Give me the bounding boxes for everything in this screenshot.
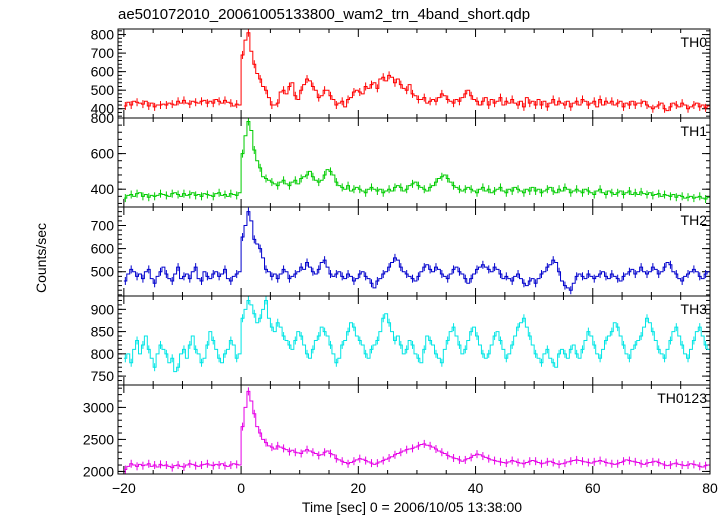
- y-tick-label: 850: [91, 324, 115, 340]
- y-tick-label: 400: [91, 181, 115, 197]
- series-th1: [123, 118, 710, 203]
- x-tick-label: 40: [468, 480, 484, 496]
- step-line: [123, 211, 710, 291]
- panel-th3: 750 800 850 900 TH3: [91, 295, 711, 386]
- x-axis-label: Time [sec] 0 = 2006/10/05 13:38:00: [302, 499, 522, 515]
- y-tick-label: 600: [91, 146, 115, 162]
- step-line: [123, 32, 710, 112]
- y-tick-label: 800: [91, 346, 115, 362]
- x-tick-label: −20: [112, 480, 136, 496]
- step-line: [123, 299, 710, 373]
- y-tick-label: 700: [91, 217, 115, 233]
- x-tick-label: 60: [585, 480, 601, 496]
- panel-th1: 400 600 800 TH1: [91, 110, 711, 208]
- y-tick-label: 3000: [83, 399, 114, 415]
- y-tick-label: 700: [91, 45, 115, 61]
- x-axis: −20 0 20 40 60 80: [112, 480, 718, 496]
- panel-frame: [117, 117, 711, 208]
- x-tick-label: 20: [351, 480, 367, 496]
- panel-label-th1: TH1: [681, 123, 708, 139]
- panel-label-th3: TH3: [681, 301, 708, 317]
- panel-label-th0: TH0: [681, 34, 708, 50]
- y-tick-label: 600: [91, 241, 115, 257]
- y-tick-label: 500: [91, 82, 115, 98]
- series-th0: [123, 29, 710, 113]
- panels-group: 400 500 600 700 800 TH0 400 600 800 TH1 500 600 700 T…: [83, 27, 711, 479]
- panel-th2: 500 600 700 TH2: [91, 206, 711, 297]
- panel-th0123: 2000 2500 3000 TH0123: [83, 384, 711, 479]
- panel-frame: [117, 295, 711, 386]
- panel-label-th0123: TH0123: [657, 390, 707, 406]
- x-tick-label: 80: [702, 480, 718, 496]
- series-th0123: [123, 387, 710, 474]
- y-tick-label: 2000: [83, 463, 114, 479]
- y-tick-label: 900: [91, 301, 115, 317]
- y-tick-label: 500: [91, 264, 115, 280]
- panel-frame: [117, 28, 711, 119]
- y-tick-label: 400: [91, 101, 115, 117]
- y-tick-label: 2500: [83, 431, 114, 447]
- step-line: [123, 121, 710, 200]
- y-tick-label: 600: [91, 64, 115, 80]
- y-tick-label: 800: [91, 110, 115, 126]
- panel-label-th2: TH2: [681, 212, 708, 228]
- panel-frame: [117, 206, 711, 297]
- y-tick-label: 750: [91, 368, 115, 384]
- panel-th0: 400 500 600 700 800 TH0: [91, 27, 711, 119]
- panel-frame: [117, 384, 711, 475]
- series-th2: [123, 207, 710, 295]
- chart-title: ae501072010_20061005133800_wam2_trn_4ban…: [118, 6, 530, 23]
- series-th3: [123, 296, 710, 373]
- step-line: [123, 390, 710, 471]
- y-axis-label: Counts/sec: [33, 223, 49, 293]
- x-tick-label: 0: [237, 480, 245, 496]
- y-tick-label: 800: [91, 27, 115, 43]
